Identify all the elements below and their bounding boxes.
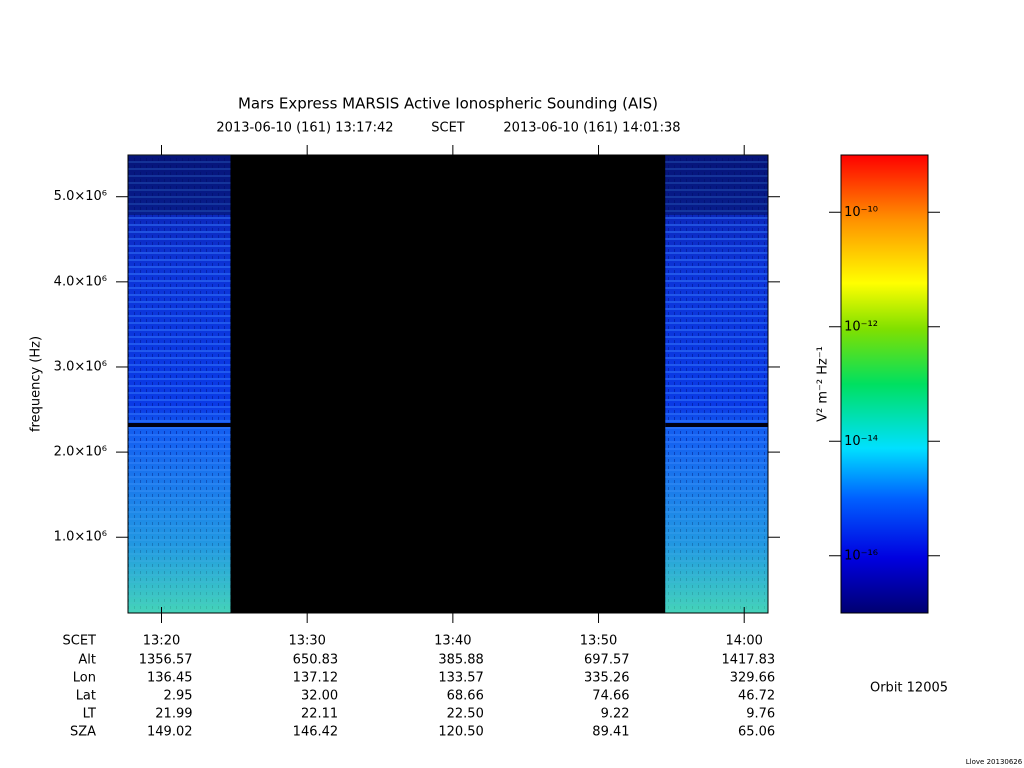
y-tick-label: 4.0×10⁶ [54,274,107,289]
colorbar-tick-label: 10⁻¹² [844,319,878,334]
ephemeris-value: 65.06 [738,725,775,740]
ephemeris-value: 137.12 [293,671,339,686]
ephemeris-row-label: SCET [63,634,97,649]
ephemeris-value: 2.95 [164,689,193,704]
ephemeris-value: 68.66 [447,689,484,704]
segment-low-band [128,438,231,613]
colorbar [840,154,929,614]
plot-frame [127,154,769,614]
segment-dark-line [128,423,231,427]
ephemeris-value: 385.88 [438,653,484,668]
chart-title: Mars Express MARSIS Active Ionospheric S… [238,95,658,113]
ephemeris-value: 46.72 [738,689,775,704]
ephemeris-value: 32.00 [301,689,338,704]
ephemeris-value: 74.66 [592,689,629,704]
ephemeris-value: 21.99 [155,707,192,722]
ephemeris-value: 89.41 [592,725,629,740]
y-tick-label: 5.0×10⁶ [54,189,107,204]
x-tick-label: 13:50 [580,634,617,649]
orbit: Orbit 12005 [870,681,948,696]
ephemeris-value: 22.11 [301,707,338,722]
footer: Llove 20130626 [966,758,1023,766]
y-tick-label: 2.0×10⁶ [54,445,107,460]
ephemeris-value: 9.76 [746,707,775,722]
ephemeris-value: 697.57 [584,653,630,668]
ephemeris-value: 146.42 [293,725,339,740]
ephemeris-value: 329.66 [730,671,776,686]
ephemeris-value: 335.26 [584,671,630,686]
start-time: 2013-06-10 (161) 13:17:42 [216,121,393,136]
ephemeris-value: 149.02 [147,725,193,740]
x-tick-label: 13:40 [434,634,471,649]
y-axis-label: frequency (Hz) [29,336,44,432]
colorbar-tick-label: 10⁻¹⁰ [844,205,878,220]
x-tick-label: 14:00 [725,634,762,649]
ephemeris-value: 650.83 [293,653,339,668]
x-tick-label: 13:30 [288,634,325,649]
segment-top-dark [665,155,768,215]
ephemeris-value: 136.45 [147,671,193,686]
x-tick-label: 13:20 [143,634,180,649]
y-tick-label: 1.0×10⁶ [54,530,107,545]
ephemeris-value: 133.57 [438,671,484,686]
time-system: SCET [431,121,465,136]
end-time: 2013-06-10 (161) 14:01:38 [503,121,680,136]
ephemeris-row-label: Lat [76,689,96,704]
ephemeris-value: 120.50 [438,725,484,740]
ephemeris-value: 22.50 [447,707,484,722]
y-tick-label: 3.0×10⁶ [54,359,107,374]
ephemeris-value: 1417.83 [721,653,775,668]
segment-dark-line [665,423,768,427]
ephemeris-value: 1356.57 [139,653,193,668]
ephemeris-row-label: Lon [73,671,96,686]
colorbar-tick-label: 10⁻¹⁴ [844,434,878,449]
plot-area [128,155,768,613]
colorbar-label: V² m⁻² Hz⁻¹ [816,346,831,422]
ephemeris-row-label: LT [83,707,96,722]
colorbar-tick-label: 10⁻¹⁶ [844,548,878,563]
ephemeris-value: 9.22 [601,707,630,722]
ephemeris-row-label: SZA [70,725,96,740]
ephemeris-row-label: Alt [78,653,96,668]
segment-top-dark [128,155,231,215]
segment-low-band [665,438,768,613]
